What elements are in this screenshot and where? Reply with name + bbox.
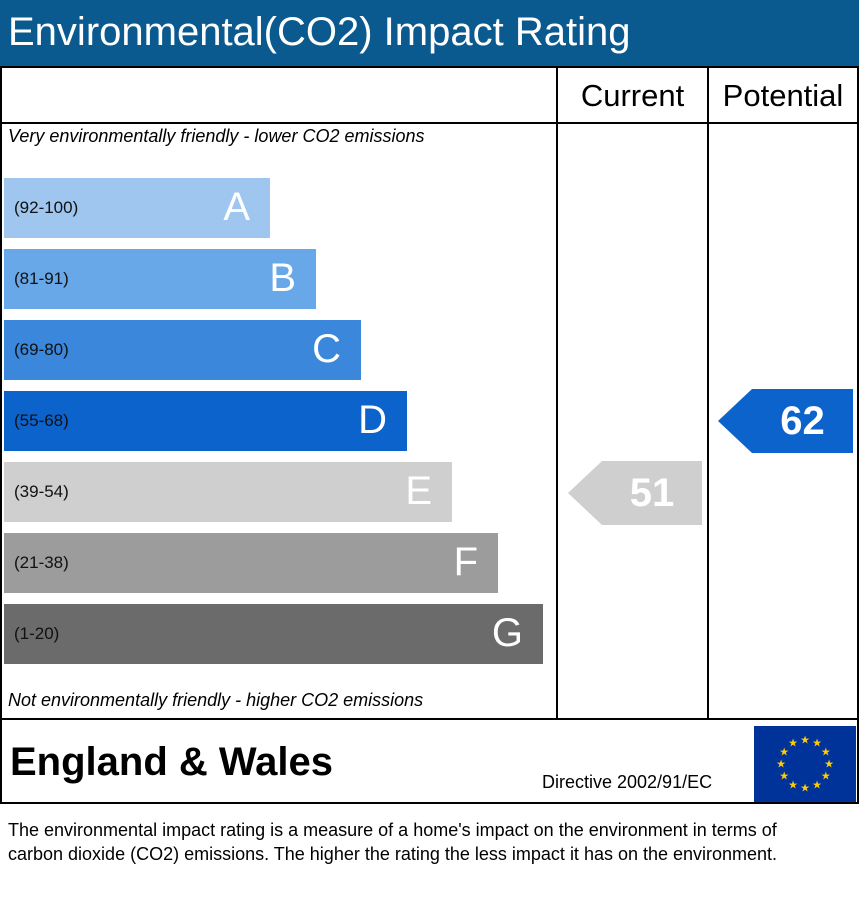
band-range-label: (21-38) <box>14 553 69 572</box>
divider-left-column <box>556 66 558 720</box>
eu-flag-star: ★ <box>800 782 810 795</box>
band-letter-label: G <box>491 611 523 655</box>
column-header-potential: Potential <box>722 78 844 113</box>
arrow-tip <box>718 389 752 453</box>
band-range-label: (92-100) <box>14 198 79 217</box>
divider-right-column <box>707 66 709 720</box>
band-letter-label: D <box>358 398 387 442</box>
arrow-value-label: 62 <box>752 389 853 453</box>
arrow-value-label: 51 <box>602 461 702 525</box>
eu-flag-star: ★ <box>788 778 798 791</box>
band-range-label: (1-20) <box>14 624 60 643</box>
chart-title: Environmental(CO2) Impact Rating <box>8 10 631 54</box>
band-f: (21-38) F <box>4 533 498 593</box>
directive-label: Directive 2002/91/EC <box>542 772 713 792</box>
band-letter-label: B <box>269 256 296 300</box>
eu-flag-star: ★ <box>788 737 798 750</box>
note-top: Very environmentally friendly - lower CO… <box>8 126 425 146</box>
band-letter-label: E <box>405 469 432 513</box>
band-letter-label: A <box>223 185 250 229</box>
eu-flag-star: ★ <box>812 778 822 791</box>
eu-flag-field <box>754 726 856 802</box>
band-d: (55-68) D <box>4 391 407 451</box>
divider-header-row <box>0 122 859 124</box>
eu-flag-star: ★ <box>776 758 786 771</box>
arrow-potential-rating: 62 <box>718 389 853 453</box>
eu-flag-icon: ★ ★★★★★★★★★★★ <box>754 726 856 802</box>
eu-flag-star: ★ <box>812 737 822 750</box>
band-range-label: (55-68) <box>14 411 69 430</box>
eu-flag-star: ★ <box>824 758 834 771</box>
rating-table <box>0 66 859 804</box>
band-letter-label: F <box>453 540 478 584</box>
band-letter-label: C <box>312 327 341 371</box>
band-c: (69-80) C <box>4 320 361 380</box>
eu-flag-star: ★ <box>779 770 789 783</box>
band-range-label: (81-91) <box>14 269 69 288</box>
band-a: (92-100) A <box>4 178 270 238</box>
region-label: England & Wales <box>10 740 334 784</box>
band-b: (81-91) B <box>4 249 316 309</box>
column-header-current: Current <box>580 78 685 113</box>
eu-flag-star: ★ <box>821 770 831 783</box>
band-e: (39-54) E <box>4 462 452 522</box>
description-text: The environmental impact rating is a mea… <box>8 820 778 864</box>
arrow-tip <box>568 461 602 525</box>
eu-flag-star: ★ <box>800 734 810 747</box>
arrow-current-rating: 51 <box>568 461 702 525</box>
eu-flag-star: ★ <box>821 746 831 759</box>
divider-footer-row <box>0 718 859 720</box>
note-bottom: Not environmentally friendly - higher CO… <box>8 690 424 710</box>
chart-title-bar: Environmental(CO2) Impact Rating <box>0 0 859 66</box>
eu-flag-star: ★ <box>779 746 789 759</box>
band-range-label: (69-80) <box>14 340 69 359</box>
band-range-label: (39-54) <box>14 482 69 501</box>
band-g: (1-20) G <box>4 604 543 664</box>
